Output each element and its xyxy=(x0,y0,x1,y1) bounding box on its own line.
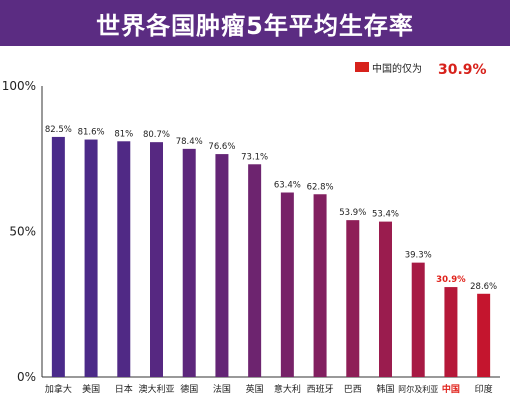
bar xyxy=(117,141,131,377)
legend-note-label: 中国的仅为 xyxy=(372,62,422,75)
value-label: 76.6% xyxy=(208,142,235,152)
category-label: 英国 xyxy=(246,383,264,395)
bar xyxy=(444,287,458,377)
category-label: 澳大利亚 xyxy=(138,383,174,395)
bar xyxy=(248,164,262,377)
value-label: 80.7% xyxy=(143,130,170,140)
category-label: 美国 xyxy=(82,383,100,395)
value-label: 30.9% xyxy=(436,275,466,285)
title-bar: 世界各国肿瘤5年平均生存率 xyxy=(0,0,510,46)
category-label: 加拿大 xyxy=(45,383,72,395)
value-label: 53.9% xyxy=(339,208,366,218)
category-label: 法国 xyxy=(213,383,231,395)
bar xyxy=(84,139,98,377)
y-tick-label: 50% xyxy=(9,225,36,239)
category-labels: 加拿大 美国 日本 澳大利亚 德国 法国 英国 意大利 西班牙 巴西 韩国 阿尔及利亚 中国 印度 xyxy=(45,383,493,395)
bar xyxy=(280,192,294,377)
category-label: 德国 xyxy=(180,383,198,395)
category-label: 阿尔及利亚 xyxy=(398,384,438,394)
y-tick-label: 100% xyxy=(2,79,36,93)
category-label: 中国 xyxy=(442,383,460,395)
category-label: 印度 xyxy=(475,383,493,395)
value-label: 73.1% xyxy=(241,152,268,162)
bar xyxy=(411,262,425,377)
bar xyxy=(215,154,229,377)
bar xyxy=(150,142,163,377)
y-tick-label: 0% xyxy=(17,370,36,384)
category-label: 巴西 xyxy=(344,384,362,395)
legend-note-value: 30.9% xyxy=(438,62,487,78)
category-label: 韩国 xyxy=(376,383,394,395)
y-tick-labels: 0% 50% 100% xyxy=(2,79,36,384)
bar xyxy=(313,194,327,377)
bar xyxy=(379,221,392,377)
china-flag-icon xyxy=(355,62,369,72)
value-label: 78.4% xyxy=(176,137,203,147)
value-label: 81% xyxy=(114,129,133,139)
chart-title: 世界各国肿瘤5年平均生存率 xyxy=(96,11,414,40)
bar xyxy=(346,220,360,377)
legend-note: 中国的仅为 30.9% xyxy=(355,62,487,78)
value-label: 81.6% xyxy=(78,128,105,138)
bars xyxy=(51,136,491,377)
category-label: 日本 xyxy=(115,383,133,395)
bar xyxy=(182,148,196,377)
value-label: 62.8% xyxy=(307,182,334,192)
value-label: 63.4% xyxy=(274,181,301,191)
value-label: 39.3% xyxy=(405,251,432,261)
category-label: 意大利 xyxy=(274,383,301,395)
value-labels: 82.5% 81.6% 81% 80.7% 78.4% 76.6% 73.1% 63.4% 62… xyxy=(45,125,497,292)
value-label: 28.6% xyxy=(470,282,497,292)
bar xyxy=(477,293,491,377)
bar xyxy=(51,136,65,377)
value-label: 82.5% xyxy=(45,125,72,135)
value-label: 53.4% xyxy=(372,210,399,220)
category-label: 西班牙 xyxy=(307,383,334,395)
